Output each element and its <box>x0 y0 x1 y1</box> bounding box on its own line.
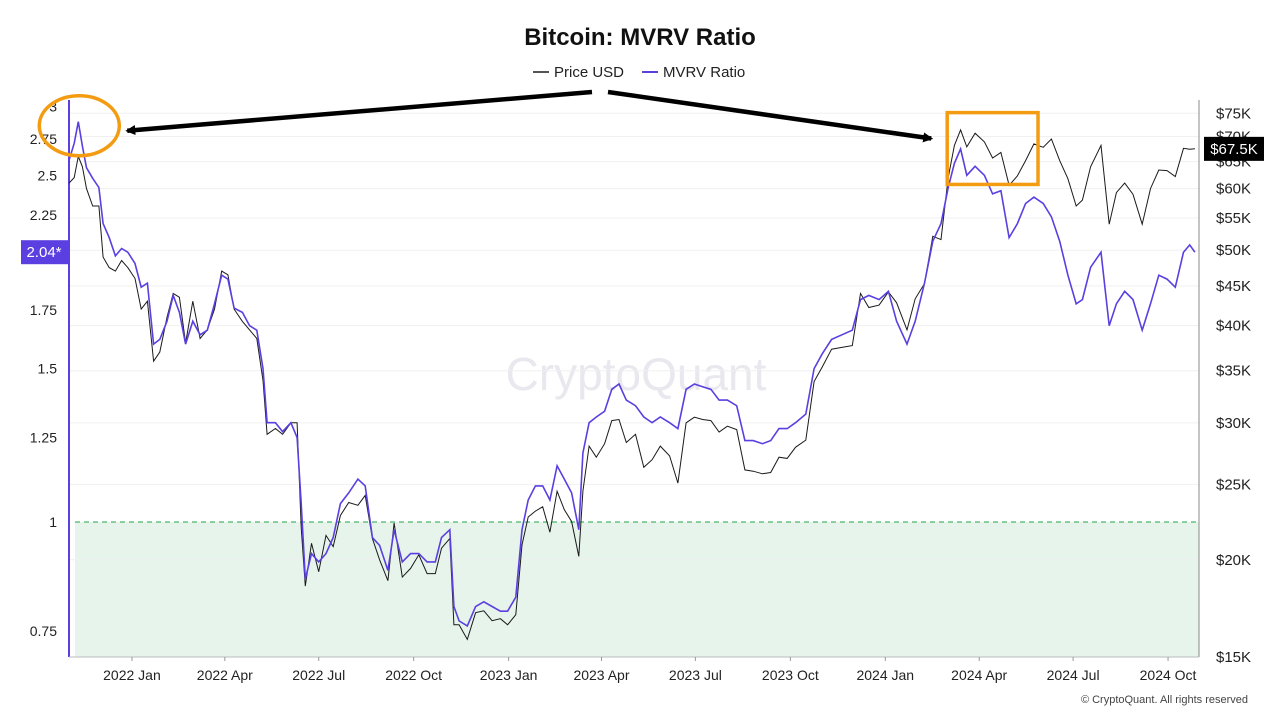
x-tick-label: 2023 Jan <box>480 667 538 683</box>
y-left-tick-label: 1 <box>49 514 57 530</box>
y-right-tick-label: $20K <box>1216 552 1251 569</box>
legend-price-label[interactable]: Price USD <box>554 64 624 81</box>
y-left-tick-label: 1.75 <box>30 302 57 318</box>
x-tick-label: 2024 Apr <box>951 667 1007 683</box>
x-tick-label: 2023 Jul <box>669 667 722 683</box>
series-line-price-usd <box>68 128 1195 641</box>
current-price-badge-box <box>1204 136 1264 161</box>
annotation-arrow-right <box>607 89 934 143</box>
y-left-tick-label: 3 <box>49 98 57 114</box>
x-tick-label: 2022 Jan <box>103 667 161 683</box>
y-left-tick-label: 2.25 <box>30 207 57 223</box>
y-right-tick-label: $55K <box>1216 210 1251 227</box>
series-line-mvrv-ratio <box>68 121 1196 628</box>
chart-title: Bitcoin: MVRV Ratio <box>524 24 756 51</box>
annotation-circle <box>37 93 122 158</box>
y-right-tick-label: $40K <box>1216 318 1251 335</box>
y-right-tick-label: $45K <box>1216 278 1251 295</box>
annotation-arrow-left <box>125 89 593 136</box>
y-left-tick-label: 0.75 <box>30 623 57 639</box>
y-right-tick-label: $35K <box>1216 363 1251 380</box>
legend[interactable]: Price USD MVRV Ratio <box>533 64 745 81</box>
y-left-tick-label: 1.5 <box>38 361 58 377</box>
y-right-tick-label: $15K <box>1216 649 1251 666</box>
annotation-rectangle <box>945 110 1040 187</box>
watermark: CryptoQuant <box>506 348 767 400</box>
x-tick-label: 2024 Oct <box>1140 667 1197 683</box>
below-one-zone <box>75 522 1199 657</box>
x-tick-label: 2024 Jul <box>1047 667 1100 683</box>
current-price-value: $67.5K <box>1210 141 1258 158</box>
y-right-tick-label: $60K <box>1216 181 1251 198</box>
y-right-tick-label: $75K <box>1216 105 1251 122</box>
x-tick-label: 2022 Apr <box>197 667 253 683</box>
y-right-tick-label: $30K <box>1216 415 1251 432</box>
x-tick-label: 2024 Jan <box>856 667 914 683</box>
copyright-credit: © CryptoQuant. All rights reserved <box>1081 694 1248 706</box>
x-tick-label: 2023 Oct <box>762 667 819 683</box>
x-tick-label: 2022 Jul <box>292 667 345 683</box>
x-tick-label: 2023 Apr <box>573 667 629 683</box>
current-mvrv-badge: 2.04* <box>21 240 68 265</box>
y-left-tick-label: 2.5 <box>38 167 58 183</box>
legend-mvrv-label[interactable]: MVRV Ratio <box>663 64 745 81</box>
y-right-tick-label: $25K <box>1216 476 1251 493</box>
current-mvrv-value: 2.04* <box>26 244 61 261</box>
current-mvrv-badge-box <box>21 240 68 265</box>
x-axis-ticks: 2022 Jan 2022 Apr 2022 Jul 2022 Oct 2023 Jan… <box>103 657 1197 683</box>
y-right-tick-label: $50K <box>1216 242 1251 259</box>
current-price-badge: $67.5K <box>1204 136 1264 161</box>
x-tick-label: 2022 Oct <box>385 667 442 683</box>
right-axis-ticks: $15K $20K $25K $30K $35K $40K $45K $50K $55K $60K… <box>1216 105 1251 666</box>
y-left-tick-label: 1.25 <box>30 430 57 446</box>
